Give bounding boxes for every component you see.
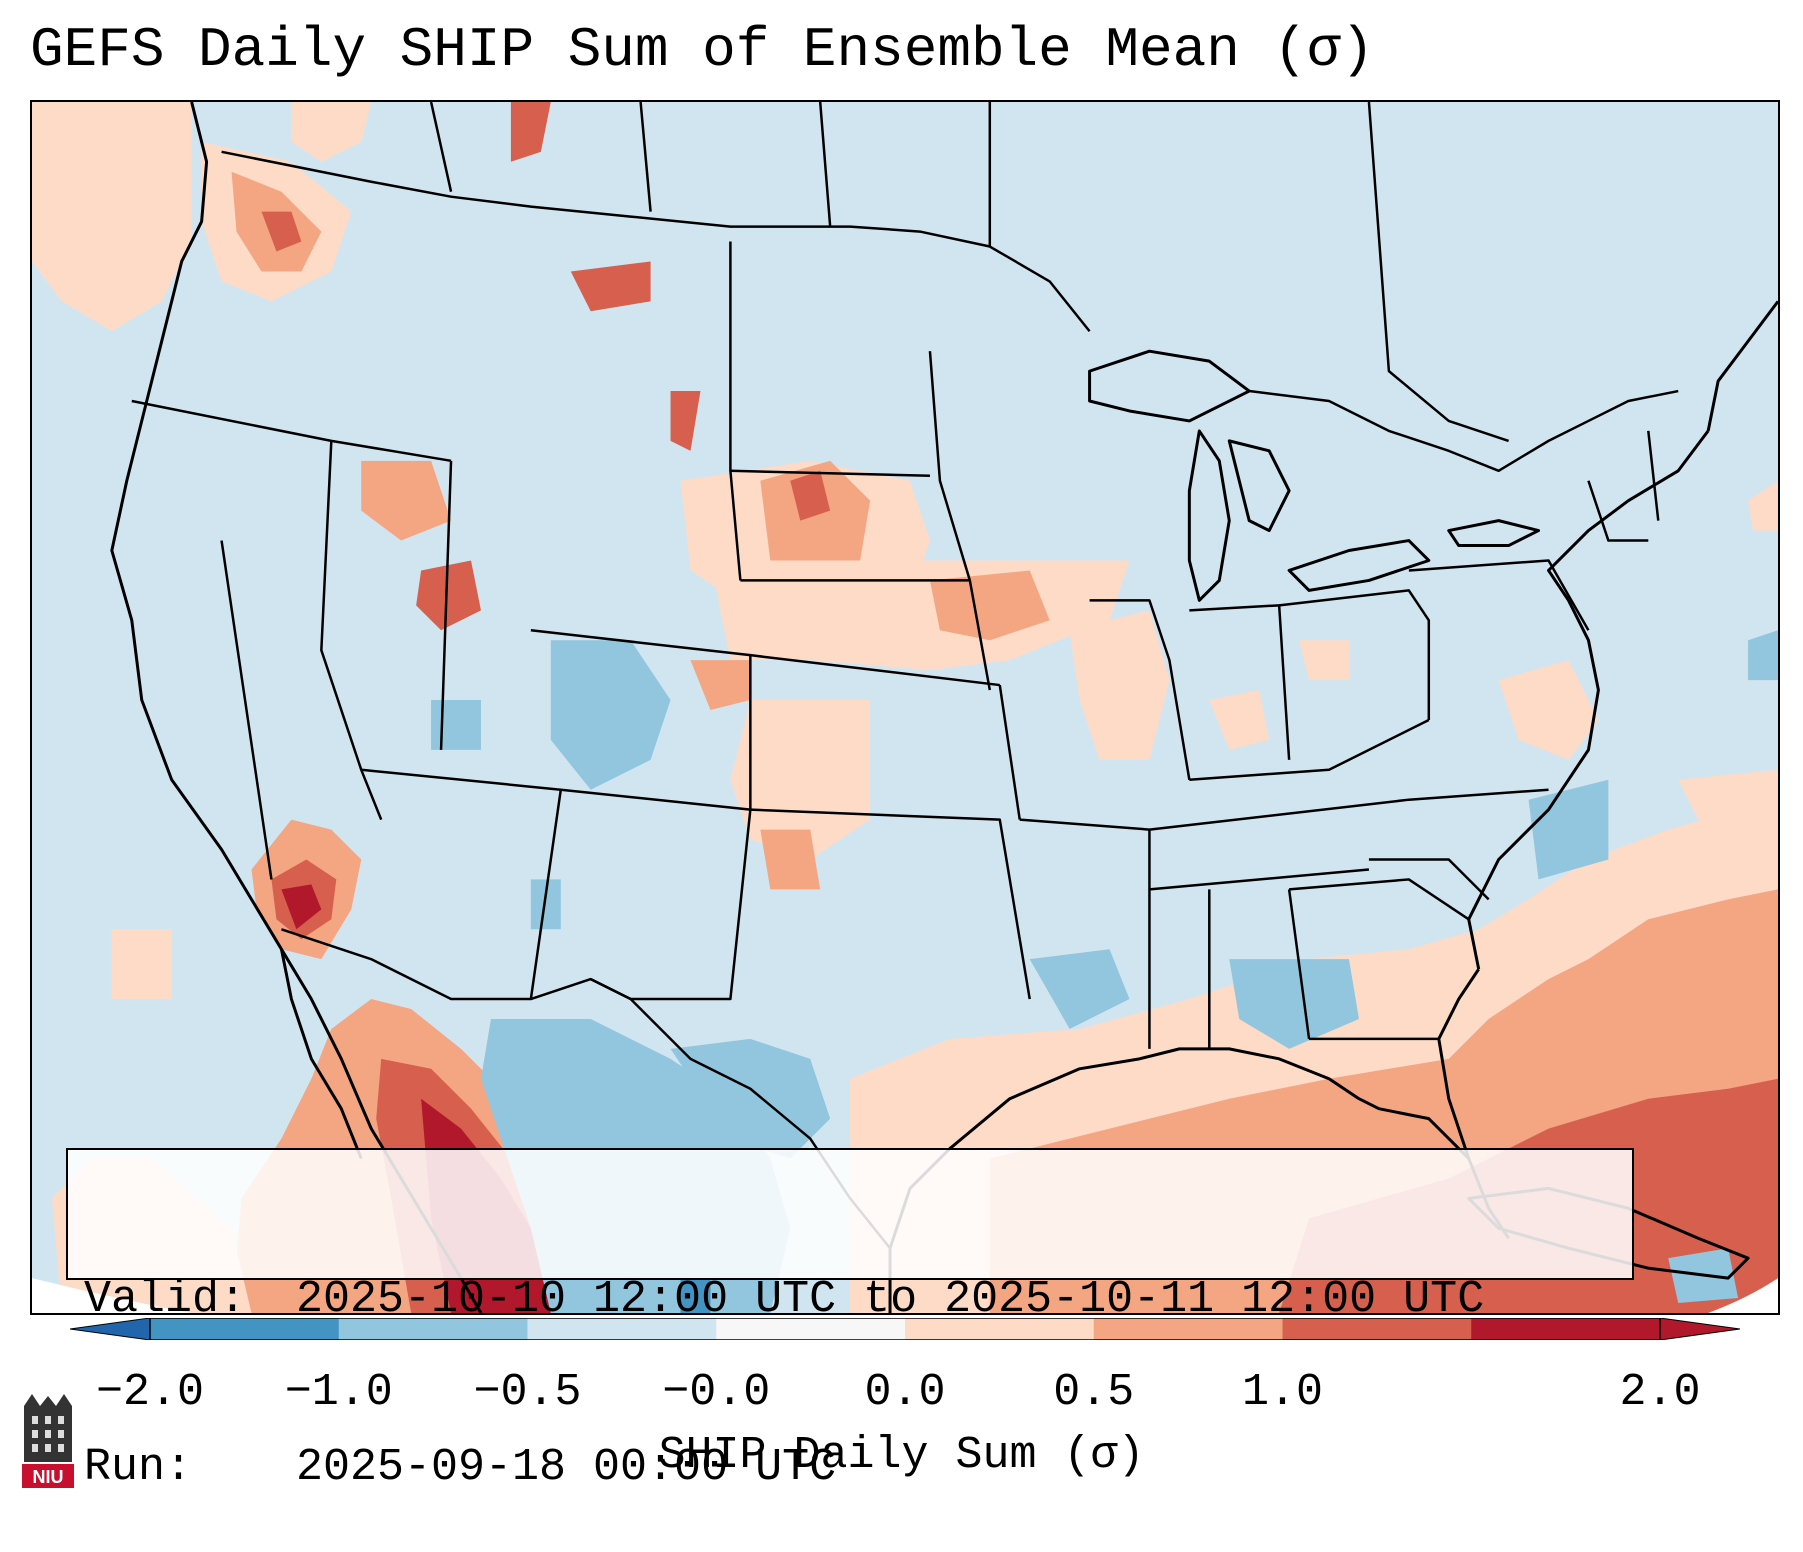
colorbar-segment: [1282, 1318, 1472, 1340]
colorbar-segment: [150, 1318, 340, 1340]
colorbar-tick-label: 0.5: [1053, 1367, 1135, 1418]
colorbar-segment: [716, 1318, 906, 1340]
valid-run-info-box: Valid: 2025-10-10 12:00 UTC to 2025-10-1…: [66, 1148, 1634, 1493]
colorbar-segment: [527, 1318, 717, 1340]
projection-edge-right: [1708, 1278, 1778, 1313]
colorbar-tick-label: −1.0: [284, 1367, 393, 1418]
valid-value: 2025-10-10 12:00 UTC to 2025-10-11 12:00…: [296, 1274, 1485, 1325]
run-label: Run:: [84, 1442, 193, 1493]
colorbar-tick-label: −0.5: [473, 1367, 582, 1418]
colorbar-tick-label: 1.0: [1241, 1367, 1324, 1418]
colorbar-tick-label: −2.0: [95, 1367, 205, 1418]
colorbar-tick-label: −0.0: [662, 1367, 771, 1418]
colorbar-segment: [338, 1318, 528, 1340]
colorbar-under-arrow: [70, 1318, 151, 1340]
colorbar-segment: [1471, 1318, 1661, 1340]
logo-text: NIU: [33, 1467, 64, 1487]
colorbar-tick-label: 0.0: [864, 1367, 946, 1418]
colorbar: [70, 1318, 1740, 1340]
run-value: 2025-09-18 00:00 UTC: [296, 1442, 837, 1493]
colorbar-over-arrow: [1659, 1318, 1740, 1340]
colorbar-segment: [1093, 1318, 1283, 1340]
colorbar-tick-label: 2.0: [1619, 1367, 1701, 1418]
niu-logo: NIU: [22, 1394, 74, 1488]
colorbar-segment: [905, 1318, 1095, 1340]
anomaly-map: [32, 102, 1778, 1313]
chart-title: GEFS Daily SHIP Sum of Ensemble Mean (σ): [30, 18, 1375, 82]
run-time-line: Run: 2025-09-18 00:00 UTC: [84, 1440, 1616, 1496]
map-panel: [30, 100, 1780, 1315]
colorbar-outline: [149, 1318, 1661, 1340]
colorbar-label: SHIP Daily Sum (σ): [658, 1430, 1145, 1481]
colorbar-segments: [150, 1318, 1661, 1340]
valid-time-line: Valid: 2025-10-10 12:00 UTC to 2025-10-1…: [84, 1272, 1616, 1328]
valid-label: Valid:: [84, 1274, 247, 1325]
projection-edge: [32, 1278, 192, 1313]
